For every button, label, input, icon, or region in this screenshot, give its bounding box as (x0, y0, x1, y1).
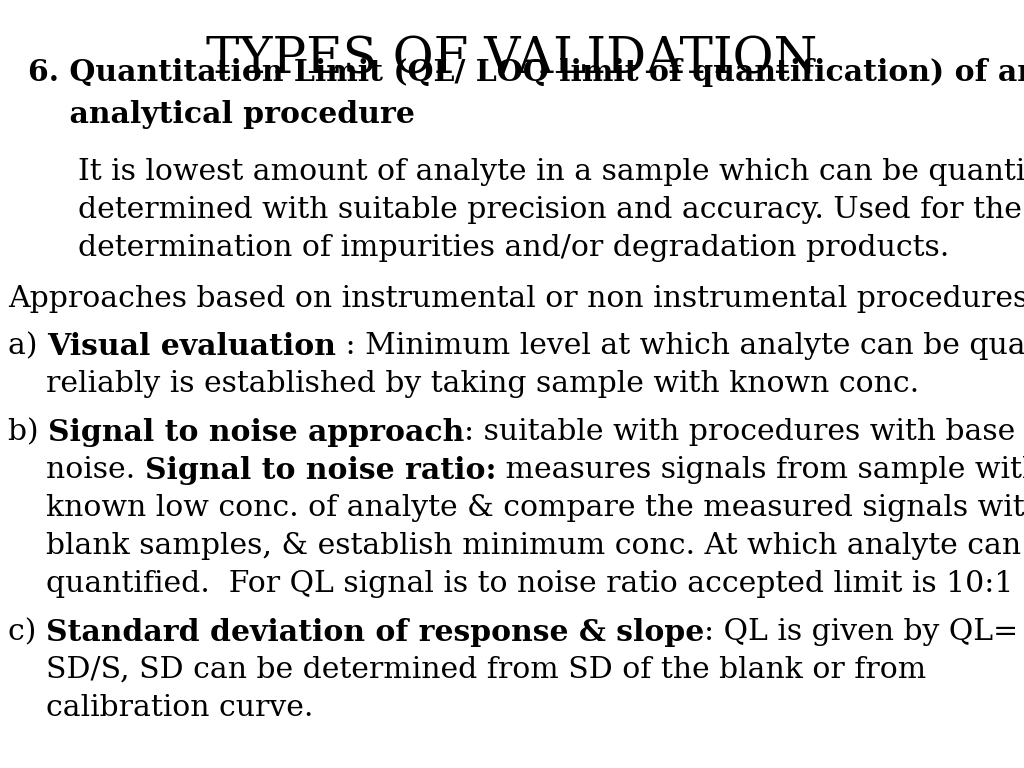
Text: : Minimum level at which analyte can be quantified: : Minimum level at which analyte can be … (336, 332, 1024, 360)
Text: known low conc. of analyte & compare the measured signals with: known low conc. of analyte & compare the… (8, 494, 1024, 522)
Text: SD/S, SD can be determined from SD of the blank or from: SD/S, SD can be determined from SD of th… (8, 656, 927, 684)
Text: a): a) (8, 332, 47, 360)
Text: 6. Quantitation Limit (QL/ LOQ limit of quantification) of an: 6. Quantitation Limit (QL/ LOQ limit of … (28, 58, 1024, 87)
Text: Approaches based on instrumental or non instrumental procedures are: Approaches based on instrumental or non … (8, 285, 1024, 313)
Text: Signal to noise approach: Signal to noise approach (48, 418, 464, 447)
Text: calibration curve.: calibration curve. (8, 694, 313, 722)
Text: reliably is established by taking sample with known conc.: reliably is established by taking sample… (8, 370, 920, 398)
Text: noise.: noise. (8, 456, 144, 484)
Text: blank samples, & establish minimum conc. At which analyte can be: blank samples, & establish minimum conc.… (8, 532, 1024, 560)
Text: Visual evaluation: Visual evaluation (47, 332, 336, 361)
Text: : QL is given by QL= 10: : QL is given by QL= 10 (705, 618, 1024, 646)
Text: quantified.  For QL signal is to noise ratio accepted limit is 10:1: quantified. For QL signal is to noise ra… (8, 570, 1014, 598)
Text: : suitable with procedures with base line: : suitable with procedures with base lin… (464, 418, 1024, 446)
Text: determination of impurities and/or degradation products.: determination of impurities and/or degra… (78, 234, 949, 262)
Text: Standard deviation of response & slope: Standard deviation of response & slope (46, 618, 705, 647)
Text: measures signals from sample with: measures signals from sample with (496, 456, 1024, 484)
Text: analytical procedure: analytical procedure (28, 100, 415, 129)
Text: It is lowest amount of analyte in a sample which can be quantitatively: It is lowest amount of analyte in a samp… (78, 158, 1024, 186)
Text: Signal to noise ratio:: Signal to noise ratio: (144, 456, 496, 485)
Text: b): b) (8, 418, 48, 446)
Text: TYPES OF VALIDATION: TYPES OF VALIDATION (206, 35, 818, 84)
Text: determined with suitable precision and accuracy. Used for the: determined with suitable precision and a… (78, 196, 1022, 224)
Text: c): c) (8, 618, 46, 646)
